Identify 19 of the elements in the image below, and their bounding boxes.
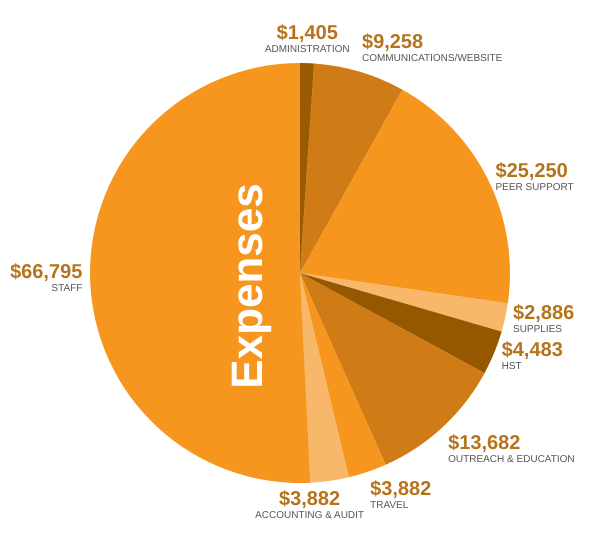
data-label: $66,795 [10, 261, 82, 284]
slice-label: ACCOUNTING & AUDIT [255, 510, 364, 521]
slice-label: STAFF [50, 283, 82, 294]
text: Expenses [222, 184, 273, 390]
slice-label: HST [502, 360, 523, 372]
data-label: $1,405 [276, 22, 339, 44]
slice-label: TRAVEL [370, 500, 410, 512]
data-label: $3,882 [278, 488, 342, 510]
slice-label: SUPPLIES [513, 324, 563, 336]
slice-label: COMMUNICATIONS/WEBSITE [362, 52, 502, 64]
data-label: $25,250 [496, 160, 569, 182]
data-label: $3,882 [370, 478, 432, 500]
data-label: $2,886 [513, 302, 574, 324]
data-label: $13,682 [448, 432, 522, 454]
data-label: $9,258 [362, 30, 424, 53]
slice-label: ADMINISTRATION [264, 44, 350, 56]
data-label: $4,483 [502, 338, 563, 361]
slice-label: OUTREACH & EDUCATION [448, 454, 575, 465]
slice-label: PEER SUPPORT [496, 182, 574, 193]
